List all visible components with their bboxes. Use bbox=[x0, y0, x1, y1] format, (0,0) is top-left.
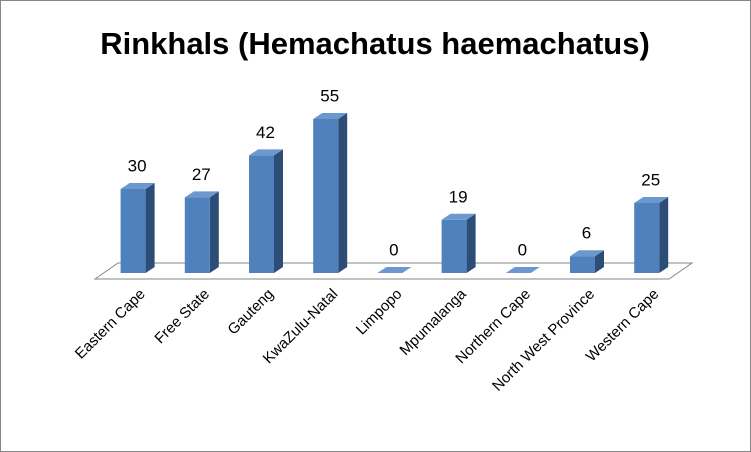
bar-top bbox=[634, 197, 669, 203]
data-label: 19 bbox=[449, 187, 468, 206]
bar-top bbox=[377, 267, 412, 273]
bar-top bbox=[570, 250, 604, 257]
data-label: 27 bbox=[192, 165, 211, 184]
data-label: 30 bbox=[128, 156, 147, 175]
bar-side bbox=[274, 149, 283, 273]
bar bbox=[570, 256, 595, 273]
bar bbox=[249, 155, 274, 273]
bar-top bbox=[120, 183, 155, 189]
bar-side bbox=[466, 213, 476, 273]
bar-top bbox=[313, 113, 348, 119]
bar bbox=[441, 219, 467, 273]
bar-side bbox=[209, 191, 219, 273]
bar bbox=[120, 189, 146, 273]
data-label: 42 bbox=[256, 123, 275, 142]
data-label: 0 bbox=[389, 240, 398, 259]
bar-top bbox=[184, 191, 219, 198]
bar-top bbox=[505, 267, 540, 273]
bar bbox=[634, 203, 660, 273]
bar bbox=[313, 119, 339, 273]
bar-side bbox=[659, 197, 669, 273]
data-label: 6 bbox=[582, 224, 591, 243]
bar bbox=[184, 197, 210, 273]
bar-side bbox=[595, 250, 604, 273]
chart-title: Rinkhals (Hemachatus haemachatus) bbox=[100, 26, 650, 61]
data-label: 25 bbox=[641, 170, 660, 189]
bar-side bbox=[145, 183, 155, 273]
bar-side bbox=[338, 113, 348, 273]
bar-top bbox=[249, 149, 283, 156]
bar-top bbox=[441, 213, 476, 220]
data-label: 0 bbox=[518, 240, 527, 259]
data-label: 55 bbox=[320, 86, 339, 105]
